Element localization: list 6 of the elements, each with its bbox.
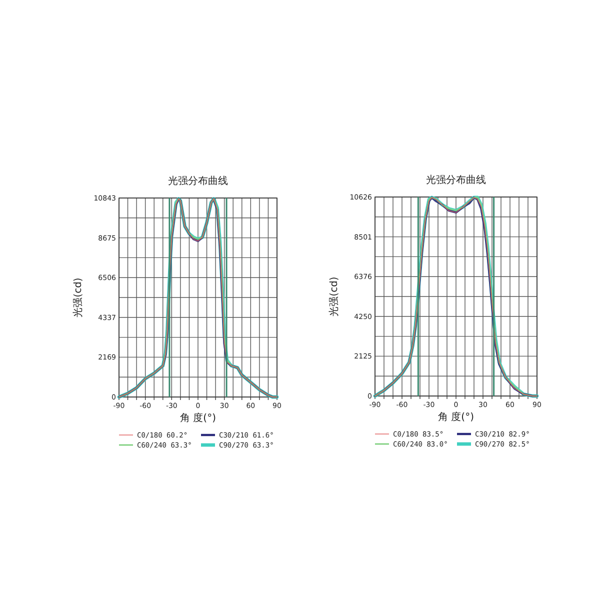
y-axis-title: 光强(cd) — [328, 276, 340, 316]
x-axis-title: 角 度(°) — [180, 412, 216, 424]
y-axis-title: 光强(cd) — [72, 278, 84, 318]
chart-title: 光强分布曲线 — [426, 174, 486, 186]
x-axis-title: 角 度(°) — [438, 411, 474, 423]
chart-title: 光强分布曲线 — [168, 175, 228, 187]
